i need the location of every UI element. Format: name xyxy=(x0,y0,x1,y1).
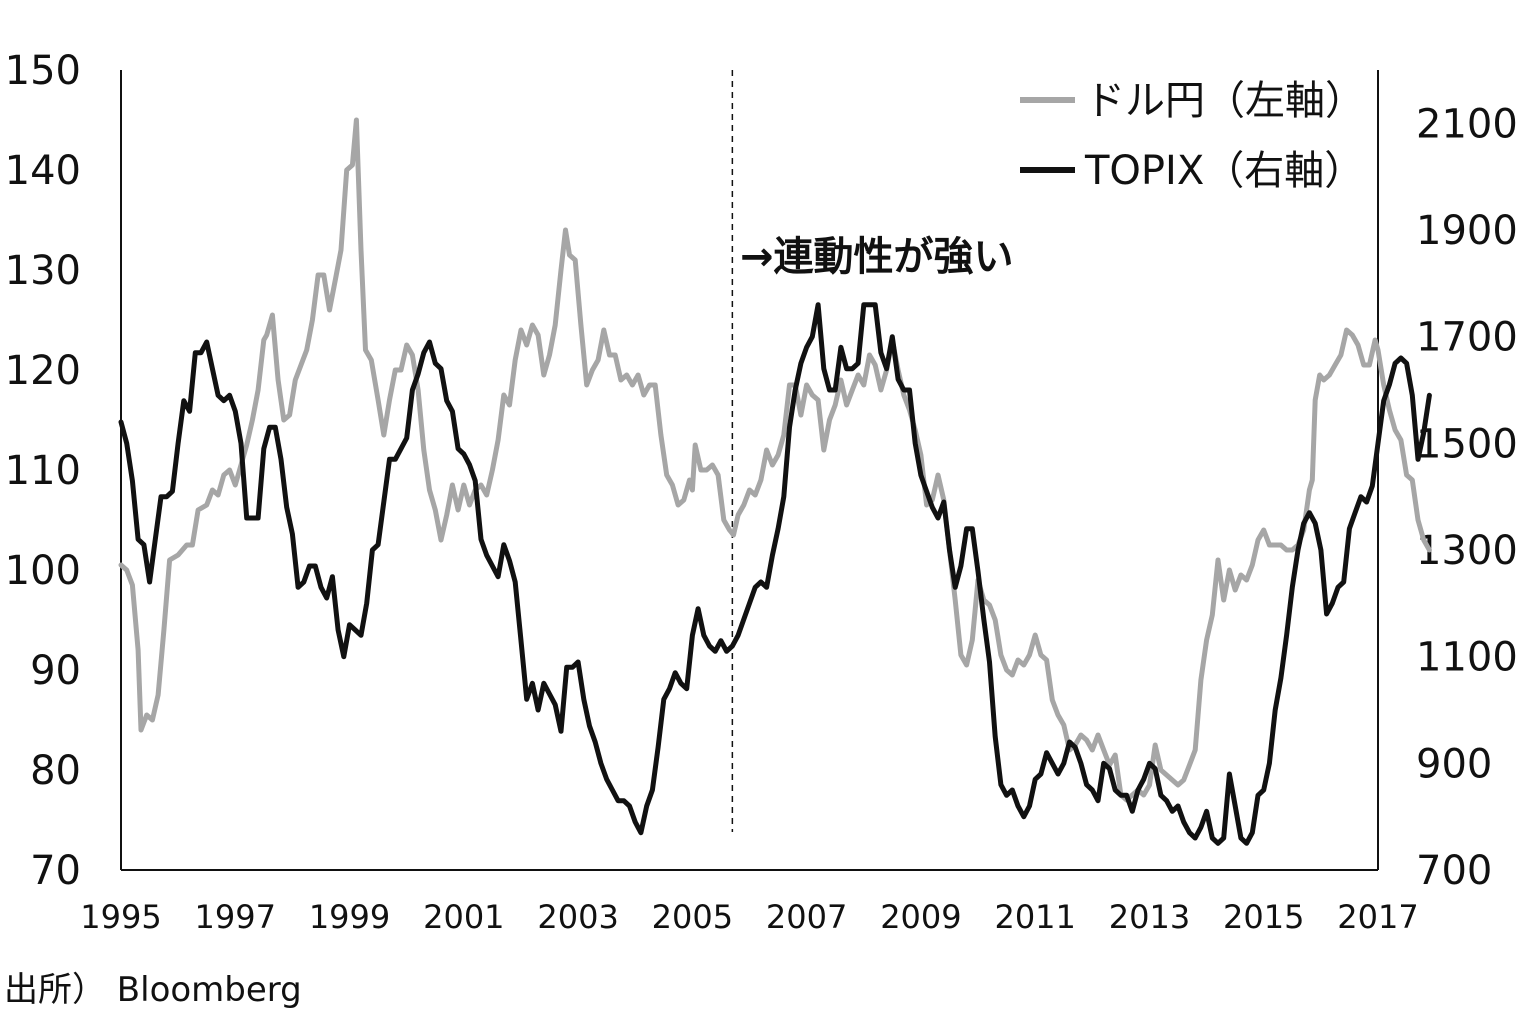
x-tick-label: 2017 xyxy=(1337,898,1418,936)
left-y-tick-label: 70 xyxy=(30,848,81,894)
right-y-tick-label: 900 xyxy=(1416,741,1492,787)
x-tick-label: 2005 xyxy=(652,898,733,936)
x-tick-label: 2013 xyxy=(1109,898,1190,936)
legend-label: ドル円（左軸） xyxy=(1085,78,1365,124)
left-y-tick-label: 140 xyxy=(5,148,81,194)
x-tick-label: 2009 xyxy=(880,898,961,936)
right-y-tick-label: 1500 xyxy=(1416,421,1518,467)
x-tick-label: 2011 xyxy=(994,898,1075,936)
x-tick-label: 2003 xyxy=(537,898,618,936)
left-y-tick-label: 80 xyxy=(30,748,81,794)
left-y-tick-label: 130 xyxy=(5,248,81,294)
x-tick-label: 2001 xyxy=(423,898,504,936)
right-y-tick-label: 1100 xyxy=(1416,635,1518,681)
x-tick-label: 2007 xyxy=(766,898,847,936)
source-note: 出所） Bloomberg xyxy=(4,970,302,1010)
left-y-tick-label: 110 xyxy=(5,448,81,494)
series-layer xyxy=(118,117,1432,846)
right-y-tick-label: 1300 xyxy=(1416,528,1518,574)
x-tick-label: 1999 xyxy=(309,898,390,936)
annotation-text: →連動性が強い xyxy=(740,234,1014,280)
legend: ドル円（左軸） TOPIX（右軸） xyxy=(1020,78,1365,194)
x-tick-label: 1997 xyxy=(195,898,276,936)
left-y-tick-label: 90 xyxy=(30,648,81,694)
x-tick-label: 1995 xyxy=(80,898,161,936)
left-y-tick-label: 150 xyxy=(5,48,81,94)
legend-label: TOPIX（右軸） xyxy=(1084,148,1364,194)
left-y-tick-label: 120 xyxy=(5,348,81,394)
usdjpy-series-line xyxy=(118,117,1432,803)
right-y-tick-label: 2100 xyxy=(1416,101,1518,147)
right-y-tick-label: 700 xyxy=(1416,848,1492,894)
x-tick-label: 2015 xyxy=(1223,898,1304,936)
topix-series-line xyxy=(118,302,1432,846)
left-y-tick-label: 100 xyxy=(5,548,81,594)
right-y-tick-label: 1700 xyxy=(1416,315,1518,361)
axes: 150 140 130 120 110 100 90 80 70 2100 1900 1700 1500… xyxy=(5,48,1518,936)
right-y-tick-label: 1900 xyxy=(1416,208,1518,254)
